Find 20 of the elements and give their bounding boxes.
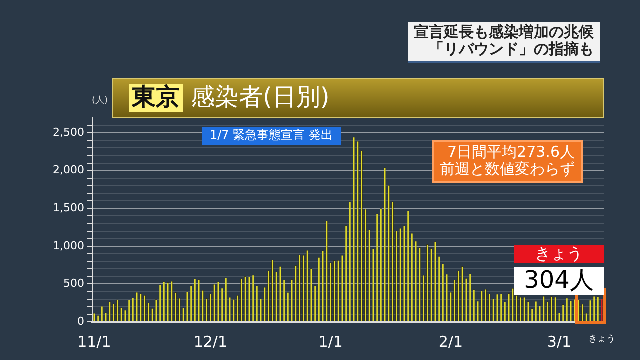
y-tick-label: 2,000 — [52, 164, 84, 177]
y-tick-label: 1,000 — [52, 239, 84, 252]
annotation: 304人 — [514, 266, 604, 295]
x-tick-label: きょう — [588, 334, 616, 345]
annotation: 7日間平均273.6人 — [446, 143, 575, 161]
chart-title: 東京 感染者(日別) — [130, 83, 330, 112]
x-tick-label: 12/1 — [194, 332, 228, 351]
annotation: 1/7 緊急事態宣言 発出 — [202, 127, 341, 145]
annotation: 前週と数値変わらず — [440, 160, 575, 178]
y-tick-label: 0 — [77, 314, 84, 328]
y-tick-label: 1,500 — [52, 202, 84, 215]
y-axis-title: (人) — [92, 96, 108, 106]
y-tick-label: 500 — [63, 277, 84, 290]
x-tick-label: 2/1 — [438, 332, 464, 351]
chart-subtitle: 宣言延長も感染増加の兆候「リバウンド」の指摘も — [408, 22, 600, 62]
annotation: きょう — [514, 244, 604, 264]
y-tick-label: 2,500 — [52, 126, 84, 139]
x-tick-label: 3/1 — [547, 332, 572, 351]
x-tick-label: 1/1 — [318, 332, 343, 351]
x-tick-label: 11/1 — [78, 332, 112, 351]
